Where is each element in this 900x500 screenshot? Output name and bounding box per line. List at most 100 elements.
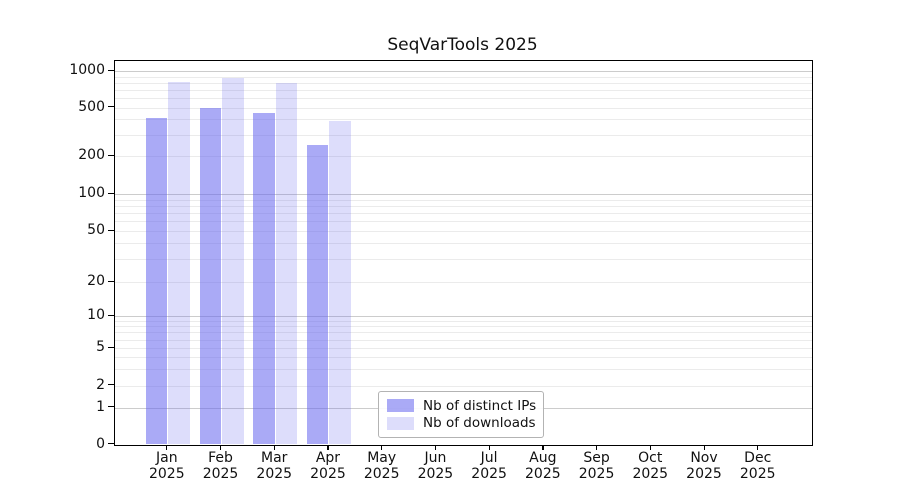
x-tick-mark-may xyxy=(381,445,383,451)
y-tick-mark-200 xyxy=(108,154,114,156)
grid-line-minor xyxy=(115,107,812,109)
x-tick-label-nov: Nov 2025 xyxy=(672,450,736,482)
y-tick-label-100: 100 xyxy=(78,185,105,201)
x-tick-label-oct: Oct 2025 xyxy=(618,450,682,482)
bar-nb-of-downloads-apr xyxy=(329,120,351,445)
plot-area xyxy=(114,60,813,446)
bar-nb-of-downloads-jan xyxy=(168,81,190,445)
grid-line-minor xyxy=(115,82,812,84)
y-tick-mark-5 xyxy=(108,346,114,348)
legend-swatch-downloads xyxy=(387,416,414,430)
y-tick-label-500: 500 xyxy=(78,98,105,115)
grid-line-minor xyxy=(115,76,812,78)
x-tick-label-year: 2025 xyxy=(686,465,722,482)
bar-nb-of-distinct-ips-feb xyxy=(199,107,222,445)
x-tick-label-year: 2025 xyxy=(739,465,776,482)
y-tick-mark-100 xyxy=(108,192,114,194)
x-tick-label-year: 2025 xyxy=(148,465,185,482)
grid-line-minor xyxy=(115,213,812,215)
y-tick-label-1: 1 xyxy=(96,398,105,415)
legend-label-distinct-ips: Nb of distinct IPs xyxy=(423,397,537,414)
x-tick-label-year: 2025 xyxy=(363,465,400,482)
y-tick-mark-500 xyxy=(108,106,114,108)
x-tick-mark-aug xyxy=(542,445,544,451)
x-tick-label-jun: Jun 2025 xyxy=(403,450,467,482)
y-tick-mark-50 xyxy=(108,229,114,231)
x-tick-label-year: 2025 xyxy=(417,465,454,482)
y-tick-mark-20 xyxy=(108,280,114,282)
legend-swatch-distinct-ips xyxy=(387,399,414,413)
grid-line-major-10 xyxy=(115,316,812,317)
x-tick-mark-sep xyxy=(596,445,598,451)
grid-line-minor xyxy=(115,332,812,334)
grid-line-minor xyxy=(115,320,812,322)
x-tick-label-may: May 2025 xyxy=(350,450,414,482)
grid-line-minor xyxy=(115,368,812,370)
x-tick-label-apr: Apr 2025 xyxy=(296,450,360,482)
bar-nb-of-distinct-ips-mar xyxy=(253,112,275,445)
y-tick-label-200: 200 xyxy=(78,147,105,163)
grid-line-minor xyxy=(115,231,812,232)
grid-line-minor xyxy=(115,282,812,283)
y-tick-mark-10 xyxy=(108,314,114,316)
grid-line-minor xyxy=(115,205,812,207)
legend-entry-downloads: Nb of downloads xyxy=(387,415,536,433)
grid-line-minor xyxy=(115,259,812,261)
x-tick-label-year: 2025 xyxy=(471,465,507,482)
x-tick-mark-jan xyxy=(166,445,168,451)
y-tick-label-20: 20 xyxy=(87,273,105,289)
x-tick-mark-mar xyxy=(273,445,275,451)
y-tick-label-2: 2 xyxy=(96,376,105,393)
bar-nb-of-downloads-mar xyxy=(275,83,298,445)
x-tick-label-year: 2025 xyxy=(578,465,615,482)
bar-nb-of-distinct-ips-jan xyxy=(145,118,168,445)
grid-line-minor xyxy=(115,243,812,245)
x-tick-label-mar: Mar 2025 xyxy=(242,450,306,482)
grid-line-minor xyxy=(115,221,812,223)
x-tick-label-dec: Dec 2025 xyxy=(726,450,790,482)
x-tick-mark-jun xyxy=(434,445,437,451)
grid-line-minor xyxy=(115,339,812,341)
grid-line-minor xyxy=(115,119,812,121)
x-tick-label-jul: Jul 2025 xyxy=(457,450,521,482)
bar-nb-of-distinct-ips-apr xyxy=(306,144,329,445)
grid-line-minor xyxy=(115,385,812,387)
grid-line-major-1000 xyxy=(115,71,812,72)
x-tick-label-year: 2025 xyxy=(632,465,669,482)
x-tick-mark-jul xyxy=(488,445,490,451)
y-tick-mark-2 xyxy=(108,384,114,386)
y-tick-label-0: 0 xyxy=(96,435,105,452)
grid-line-minor xyxy=(115,357,812,359)
x-tick-label-year: 2025 xyxy=(256,465,293,482)
x-tick-label-year: 2025 xyxy=(310,465,346,482)
y-tick-mark-1 xyxy=(108,406,114,408)
y-tick-mark-1000 xyxy=(108,69,114,71)
x-tick-label-sep: Sep 2025 xyxy=(565,450,629,482)
legend-entry-distinct-ips: Nb of distinct IPs xyxy=(387,397,537,415)
x-tick-mark-feb xyxy=(220,445,222,451)
x-tick-label-aug: Aug 2025 xyxy=(511,450,575,482)
legend-label-downloads: Nb of downloads xyxy=(423,415,536,432)
chart-title: SeqVarTools 2025 xyxy=(387,35,538,55)
x-tick-mark-apr xyxy=(327,445,329,451)
y-tick-label-10: 10 xyxy=(87,307,105,323)
grid-line-minor xyxy=(115,199,812,201)
grid-line-major-100 xyxy=(115,194,812,195)
grid-line-minor xyxy=(115,89,812,91)
x-tick-label-feb: Feb 2025 xyxy=(189,450,253,482)
grid-line-minor xyxy=(115,348,812,349)
bar-nb-of-downloads-feb xyxy=(222,78,244,445)
x-tick-mark-dec xyxy=(757,445,759,451)
y-tick-label-50: 50 xyxy=(87,222,105,238)
grid-line-minor xyxy=(115,156,812,157)
x-tick-label-year: 2025 xyxy=(525,465,561,482)
legend: Nb of distinct IPs Nb of downloads xyxy=(378,391,544,438)
x-tick-label-year: 2025 xyxy=(202,465,239,482)
grid-line-minor xyxy=(115,98,812,100)
grid-line-minor xyxy=(115,326,812,328)
y-tick-label-5: 5 xyxy=(96,339,105,355)
grid-line-minor xyxy=(115,134,812,136)
x-tick-label-jan: Jan 2025 xyxy=(135,450,199,482)
x-tick-mark-oct xyxy=(649,445,651,451)
